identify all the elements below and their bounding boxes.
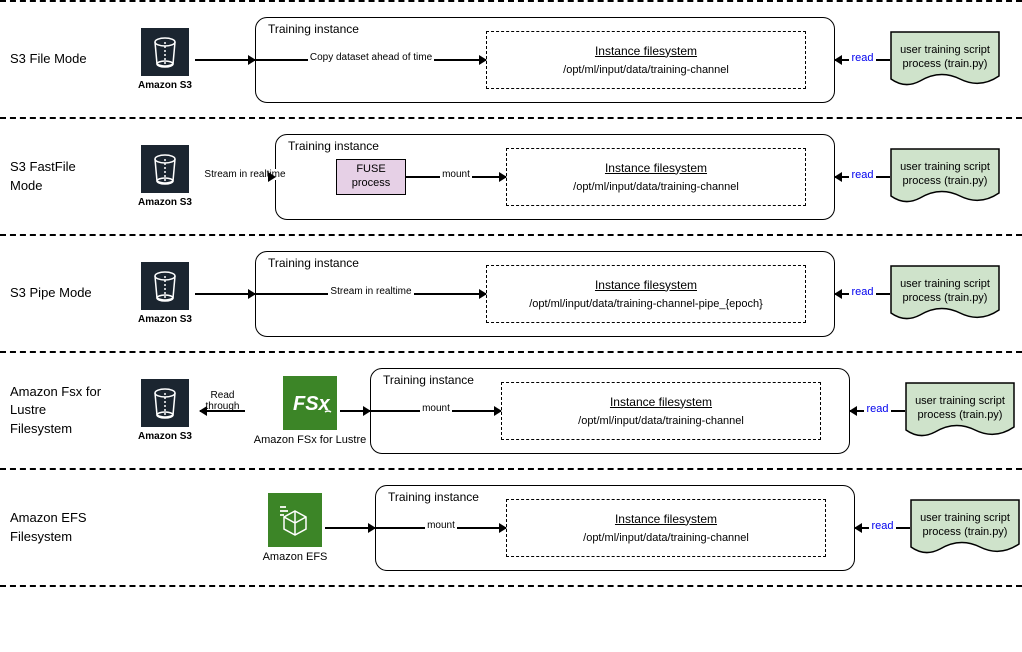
script-line2: process (train.py): [903, 292, 988, 304]
instance-fs-title: Instance filesystem: [595, 278, 697, 292]
fsx-icon: FSx: [283, 376, 337, 430]
row-label: Amazon Fsx for Lustre Filesystem: [10, 383, 105, 438]
read-label: read: [849, 52, 875, 64]
arrow-read: read: [835, 59, 890, 61]
script-line2: process (train.py): [923, 526, 1008, 538]
arrow-copy-dataset: [195, 59, 255, 61]
instance-fs-path: /opt/ml/input/data/training-channel-pipe…: [529, 298, 763, 310]
s3-icon: [141, 379, 189, 427]
read-label: read: [864, 403, 890, 415]
icon-caption: Amazon FSx for Lustre: [254, 434, 367, 446]
arrow-mount: mount: [371, 410, 501, 412]
arrow-read: read: [835, 293, 890, 295]
arrow-label: Stream in realtime: [328, 286, 413, 297]
source-icon-col: Amazon S3: [125, 379, 205, 442]
training-instance-label: Training instance: [268, 256, 359, 270]
training-instance-label: Training instance: [383, 373, 474, 387]
user-script-box: user training script process (train.py): [910, 499, 1020, 557]
arrow-label: mount: [420, 403, 452, 414]
user-script-box: user training script process (train.py): [890, 265, 1000, 323]
icon-caption: Amazon EFS: [263, 551, 328, 563]
script-line1: user training script: [920, 512, 1010, 524]
instance-filesystem-box: Instance filesystem /opt/ml/input/data/t…: [506, 148, 806, 206]
source-icon-col: Amazon S3: [125, 145, 205, 208]
row-efs: Amazon EFS Filesystem Amazon EFS Trainin…: [0, 470, 1022, 585]
instance-fs-path: /opt/ml/input/data/training-channel: [578, 415, 744, 427]
script-line1: user training script: [900, 44, 990, 56]
source-icon-col: Amazon S3: [125, 28, 205, 91]
arrow-label: mount: [440, 169, 472, 180]
icon-caption: Amazon S3: [138, 314, 192, 325]
script-line1: user training script: [900, 161, 990, 173]
user-script-box: user training script process (train.py): [890, 31, 1000, 89]
icon-caption: Amazon S3: [138, 80, 192, 91]
training-instance-box: Training instance Stream in realtime Ins…: [255, 251, 835, 337]
icon-caption: Amazon S3: [138, 431, 192, 442]
read-label: read: [849, 286, 875, 298]
row-fsx-lustre: Amazon Fsx for Lustre Filesystem Amazon …: [0, 353, 1022, 468]
row-label: S3 File Mode: [10, 50, 105, 68]
script-line1: user training script: [900, 278, 990, 290]
read-label: read: [869, 520, 895, 532]
row-label: Amazon EFS Filesystem: [10, 509, 105, 545]
arrow-label: Readthrough: [200, 390, 245, 412]
arrow-read: read: [855, 527, 910, 529]
training-instance-label: Training instance: [388, 490, 479, 504]
row-s3-fastfile-mode: S3 FastFile Mode Amazon S3 Stream in rea…: [0, 119, 1022, 234]
arrow-inside: Copy dataset ahead of time: [256, 59, 486, 61]
arrow-mount: mount: [376, 527, 506, 529]
s3-icon: [141, 145, 189, 193]
instance-fs-path: /opt/ml/input/data/training-channel: [583, 532, 749, 544]
arrow-read: read: [850, 410, 905, 412]
arrow-to-instance: [325, 527, 375, 529]
training-instance-box: Training instance mount Instance filesys…: [370, 368, 850, 454]
row-s3-file-mode: S3 File Mode Amazon S3 Training instance…: [0, 2, 1022, 117]
instance-fs-title: Instance filesystem: [615, 512, 717, 526]
user-script-box: user training script process (train.py): [890, 148, 1000, 206]
read-label: read: [849, 169, 875, 181]
instance-filesystem-box: Instance filesystem /opt/ml/input/data/t…: [486, 265, 806, 323]
instance-filesystem-box: Instance filesystem /opt/ml/input/data/t…: [501, 382, 821, 440]
source-icon-col: Amazon S3: [125, 262, 205, 325]
instance-fs-title: Instance filesystem: [605, 161, 707, 175]
arrow-label: Copy dataset ahead of time: [308, 52, 434, 63]
fuse-process-box: FUSEprocess: [336, 159, 406, 195]
training-instance-label: Training instance: [288, 139, 379, 153]
instance-fs-title: Instance filesystem: [610, 395, 712, 409]
instance-fs-title: Instance filesystem: [595, 44, 697, 58]
arrow-inside: Stream in realtime: [256, 293, 486, 295]
icon-caption: Amazon S3: [138, 197, 192, 208]
s3-icon: [141, 28, 189, 76]
arrow-label: Stream in realtime: [195, 169, 295, 180]
training-instance-box: Training instance Copy dataset ahead of …: [255, 17, 835, 103]
training-instance-box: Training instance FUSEprocess mount Inst…: [275, 134, 835, 220]
arrow-read: read: [835, 176, 890, 178]
arrow-label: mount: [425, 520, 457, 531]
instance-fs-path: /opt/ml/input/data/training-channel: [573, 181, 739, 193]
arrow-read-through: Readthrough: [200, 410, 245, 412]
arrow-to-instance: [340, 410, 370, 412]
row-label: S3 Pipe Mode: [10, 284, 105, 302]
row-s3-pipe-mode: S3 Pipe Mode Amazon S3 Training instance…: [0, 236, 1022, 351]
training-instance-box: Training instance mount Instance filesys…: [375, 485, 855, 571]
script-line2: process (train.py): [903, 58, 988, 70]
script-line2: process (train.py): [918, 409, 1003, 421]
s3-icon: [141, 262, 189, 310]
arrow-stream: [195, 293, 255, 295]
instance-fs-path: /opt/ml/input/data/training-channel: [563, 64, 729, 76]
efs-icon: [268, 493, 322, 547]
instance-filesystem-box: Instance filesystem /opt/ml/input/data/t…: [486, 31, 806, 89]
script-line1: user training script: [915, 395, 1005, 407]
training-instance-label: Training instance: [268, 22, 359, 36]
script-line2: process (train.py): [903, 175, 988, 187]
user-script-box: user training script process (train.py): [905, 382, 1015, 440]
divider: [0, 585, 1022, 587]
instance-filesystem-box: Instance filesystem /opt/ml/input/data/t…: [506, 499, 826, 557]
arrow-stream: Stream in realtime: [195, 176, 275, 178]
row-label: S3 FastFile Mode: [10, 158, 105, 194]
arrow-mount: mount: [406, 176, 506, 178]
